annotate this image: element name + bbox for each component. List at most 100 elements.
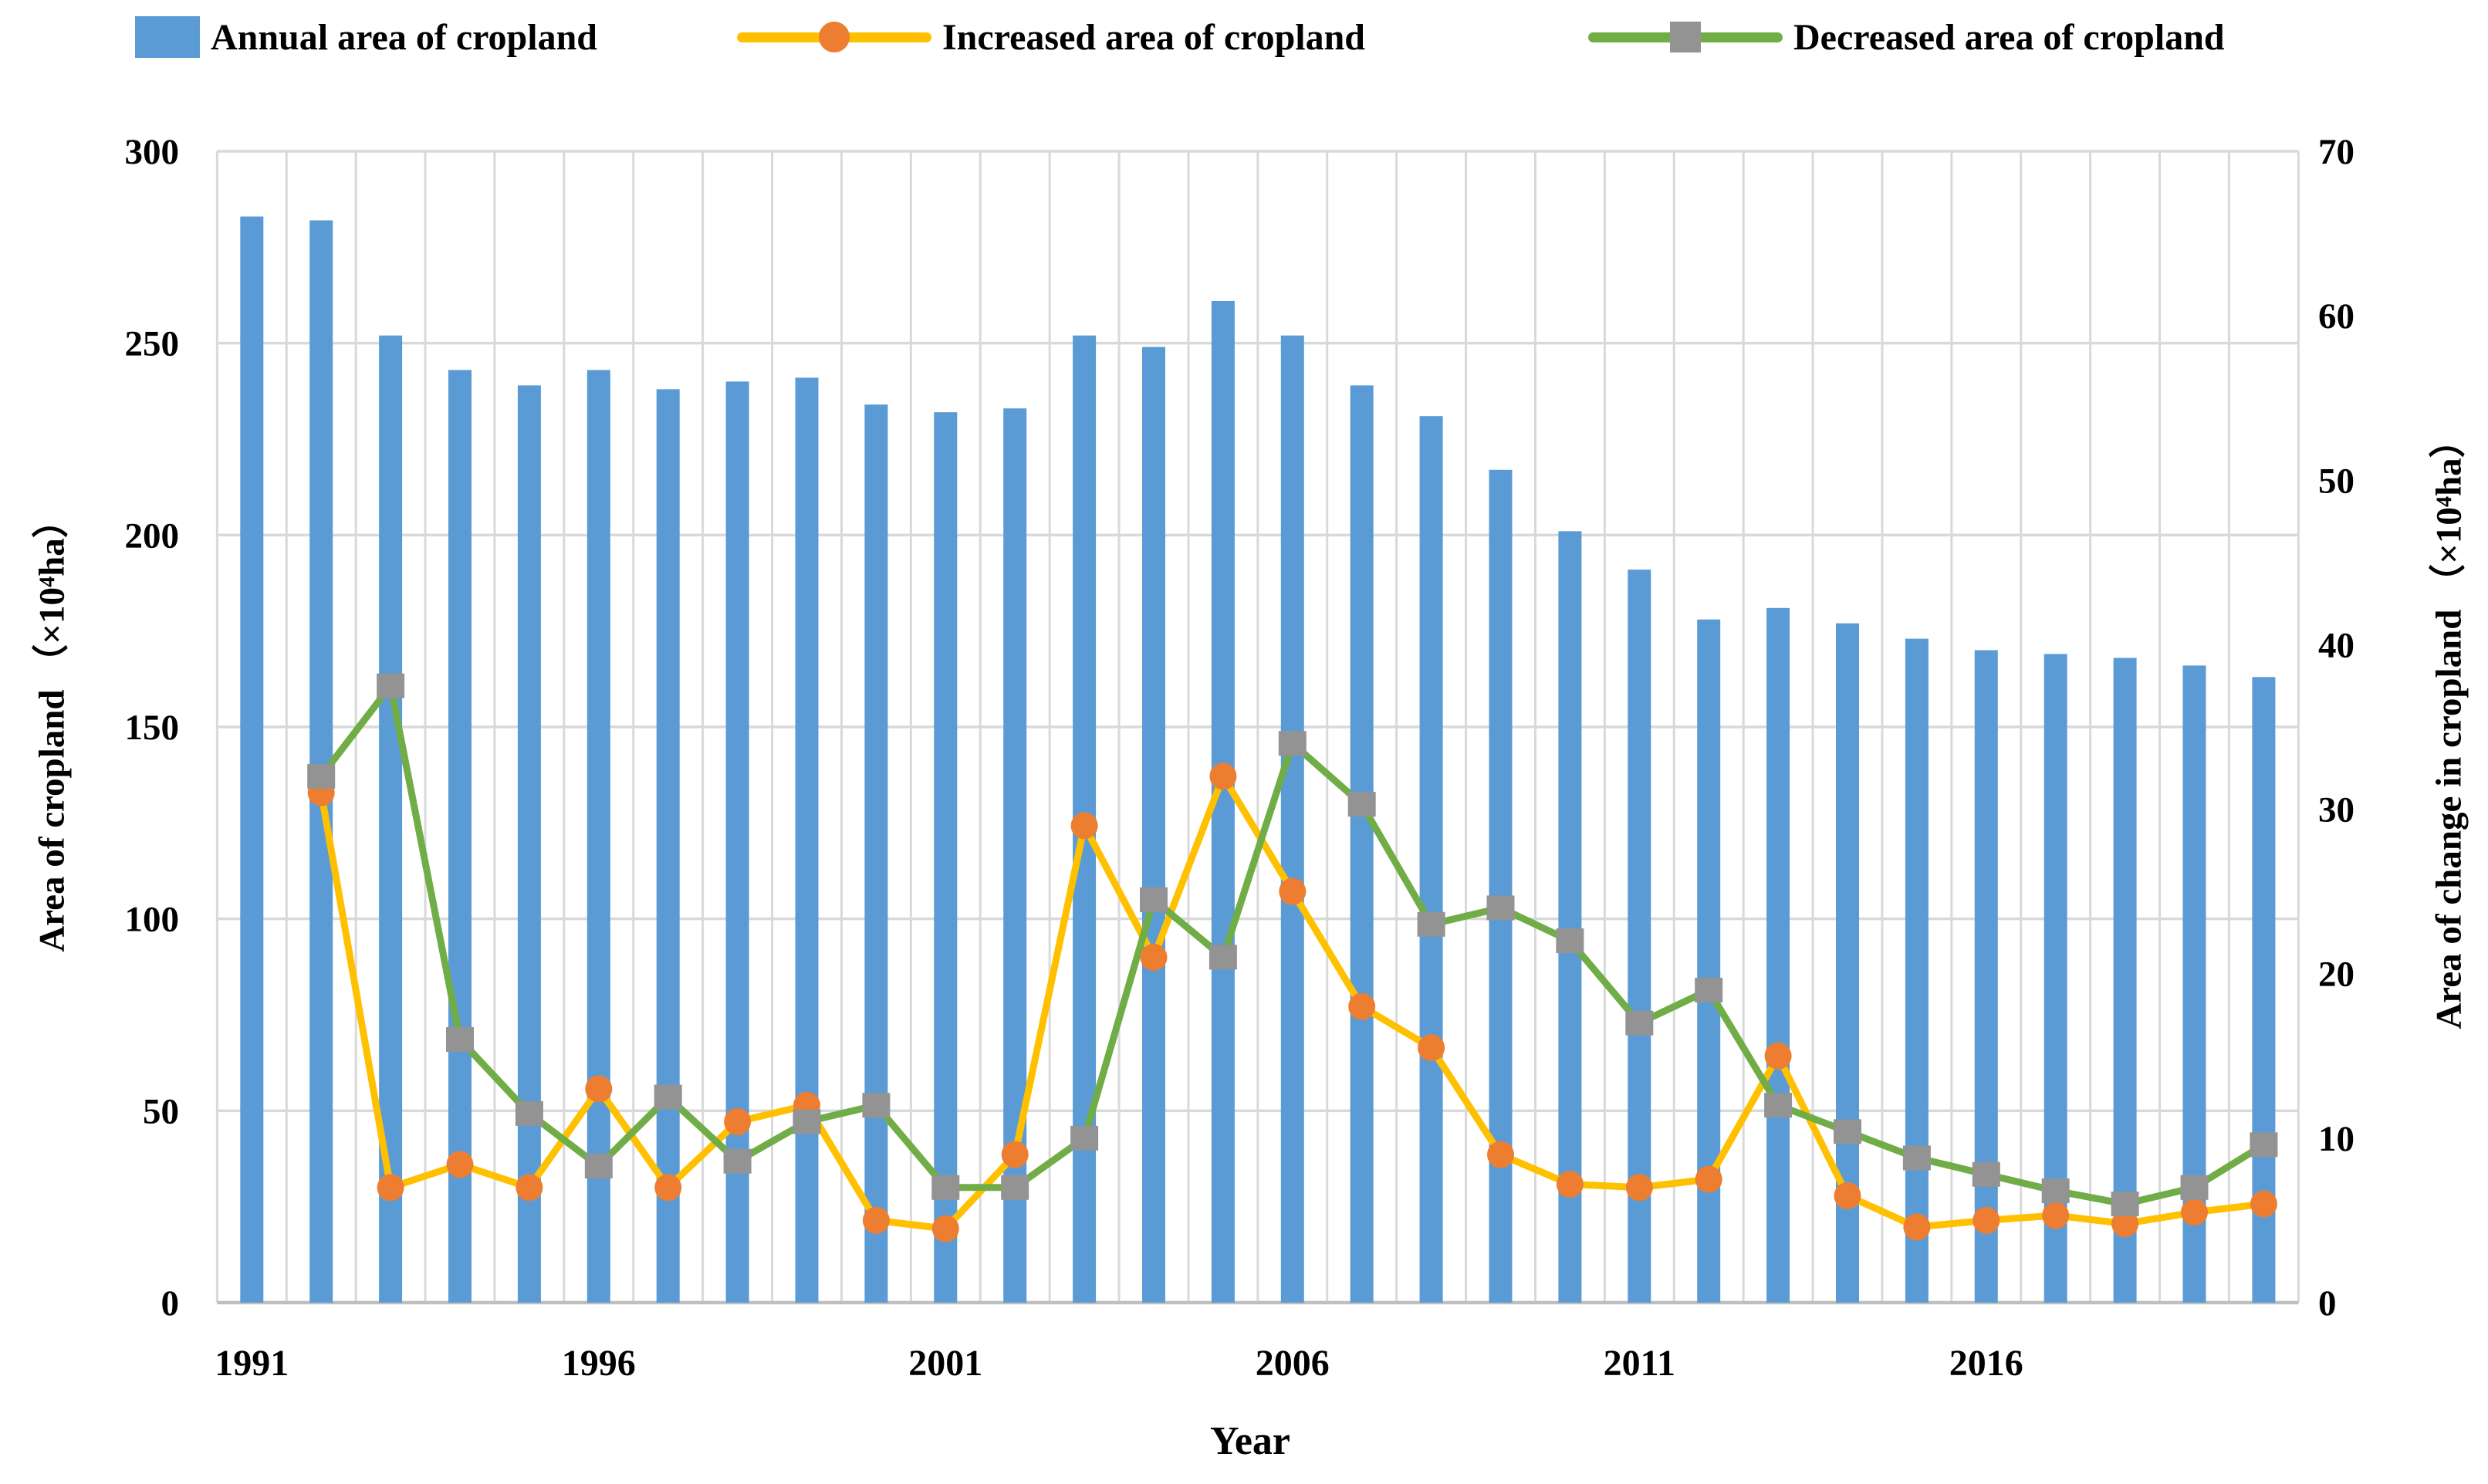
decreased-marker-2014 <box>1834 1119 1861 1144</box>
decreased-marker-2015 <box>1902 1145 1931 1171</box>
right-axis-tick-70: 70 <box>2318 132 2354 172</box>
bar-2009 <box>1489 469 1513 1303</box>
bar-2007 <box>1350 385 1374 1303</box>
bar-2000 <box>864 404 888 1303</box>
left-axis-tick-0: 0 <box>161 1283 180 1323</box>
legend-item-decreased-area: Decreased area of cropland <box>1588 12 2225 62</box>
bar-1995 <box>517 385 541 1303</box>
x-axis-tick-2001: 2001 <box>908 1343 982 1384</box>
increased-marker-2015 <box>1903 1213 1931 1241</box>
bar-2013 <box>1766 607 1790 1303</box>
decreased-marker-2000 <box>862 1093 891 1118</box>
legend-label-decreased-area: Decreased area of cropland <box>1793 16 2225 58</box>
decreased-marker-2009 <box>1486 895 1515 921</box>
decreased-marker-2010 <box>1556 928 1584 954</box>
bar-2016 <box>1974 650 1998 1303</box>
bar-2006 <box>1280 335 1304 1303</box>
increased-marker-1995 <box>516 1174 543 1202</box>
x-axis-tick-1991: 1991 <box>215 1343 289 1384</box>
decreased-marker-1993 <box>377 673 405 698</box>
decreased-marker-2003 <box>1070 1125 1099 1151</box>
right-axis-tick-50: 50 <box>2318 461 2354 501</box>
right-axis-tick-30: 30 <box>2318 790 2354 830</box>
legend-label-increased-area: Increased area of cropland <box>942 16 1365 58</box>
legend-item-annual-area: Annual area of cropland <box>135 12 597 62</box>
increased-marker-2003 <box>1070 812 1098 840</box>
legend-label-annual-area: Annual area of cropland <box>211 16 597 58</box>
increased-marker-1996 <box>585 1075 613 1103</box>
decreased-marker-1999 <box>793 1109 821 1134</box>
bar-1991 <box>240 216 264 1303</box>
decreased-marker-1995 <box>515 1100 543 1126</box>
bar-1997 <box>656 389 680 1303</box>
increased-marker-2017 <box>2042 1202 2070 1229</box>
decreased-marker-2013 <box>1764 1093 1793 1118</box>
decreased-marker-2020 <box>2250 1132 2278 1158</box>
decreased-marker-2007 <box>1347 792 1376 817</box>
right-axis-tick-40: 40 <box>2318 625 2354 665</box>
increased-marker-2000 <box>862 1206 890 1234</box>
decreased-marker-2005 <box>1209 945 1237 970</box>
bar-1994 <box>448 370 472 1303</box>
increased-marker-2018 <box>2111 1210 2139 1238</box>
decreased-marker-1992 <box>307 763 336 789</box>
decreased-marker-2016 <box>1972 1161 2000 1187</box>
x-axis-tick-2016: 2016 <box>1949 1343 2023 1384</box>
left-axis-tick-250: 250 <box>125 324 180 364</box>
increased-marker-2006 <box>1279 877 1307 905</box>
right-axis-tick-0: 0 <box>2318 1283 2337 1323</box>
bar-2008 <box>1419 416 1443 1303</box>
increased-marker-2014 <box>1834 1181 1861 1209</box>
line-circle-swatch-icon <box>737 16 931 58</box>
decreased-marker-2002 <box>1001 1175 1029 1200</box>
x-axis-tick-2006: 2006 <box>1256 1343 1330 1384</box>
right-axis-tick-20: 20 <box>2318 955 2354 995</box>
increased-marker-2007 <box>1348 992 1376 1020</box>
bar-swatch-icon <box>135 16 200 58</box>
increased-marker-2019 <box>2181 1198 2208 1226</box>
right-axis-tick-60: 60 <box>2318 296 2354 336</box>
bar-2002 <box>1003 408 1027 1303</box>
increased-marker-2002 <box>1001 1141 1029 1168</box>
increased-marker-1997 <box>654 1174 682 1202</box>
decreased-marker-1996 <box>584 1154 613 1179</box>
increased-marker-2008 <box>1418 1034 1445 1062</box>
left-axis-tick-150: 150 <box>125 708 180 748</box>
left-axis-tick-300: 300 <box>125 132 180 172</box>
decreased-marker-2008 <box>1417 911 1445 937</box>
increased-marker-2016 <box>1972 1206 2000 1234</box>
decreased-marker-1997 <box>654 1084 682 1110</box>
decreased-marker-1994 <box>446 1026 474 1052</box>
increased-marker-1994 <box>446 1151 474 1178</box>
decreased-marker-2019 <box>2180 1175 2209 1200</box>
x-axis-tick-1996: 1996 <box>562 1343 636 1384</box>
right-axis-tick-10: 10 <box>2318 1119 2354 1159</box>
increased-marker-2009 <box>1487 1141 1514 1168</box>
increased-marker-2001 <box>931 1215 959 1242</box>
increased-marker-1998 <box>724 1108 752 1136</box>
decreased-marker-2004 <box>1140 887 1168 912</box>
increased-marker-2012 <box>1695 1165 1722 1193</box>
increased-marker-2005 <box>1209 762 1237 790</box>
increased-marker-2011 <box>1625 1174 1653 1202</box>
left-axis-tick-50: 50 <box>143 1091 179 1131</box>
line-square-swatch-icon <box>1588 16 1783 58</box>
x-axis-tick-2011: 2011 <box>1604 1343 1675 1384</box>
left-axis-tick-200: 200 <box>125 516 180 556</box>
bar-2015 <box>1905 638 1929 1303</box>
bar-2004 <box>1142 346 1165 1303</box>
legend-item-increased-area: Increased area of cropland <box>737 12 1365 62</box>
left-axis-tick-100: 100 <box>125 900 180 940</box>
increased-marker-2020 <box>2250 1190 2277 1218</box>
bar-2012 <box>1697 619 1721 1303</box>
decreased-marker-2006 <box>1278 731 1307 756</box>
increased-marker-2010 <box>1556 1171 1584 1198</box>
bar-2001 <box>934 412 958 1303</box>
decreased-marker-2012 <box>1695 978 1723 1003</box>
x-axis-title: Year <box>1210 1419 1290 1463</box>
decreased-marker-2018 <box>2111 1192 2139 1217</box>
increased-marker-1993 <box>377 1174 404 1202</box>
bar-1996 <box>587 370 610 1303</box>
